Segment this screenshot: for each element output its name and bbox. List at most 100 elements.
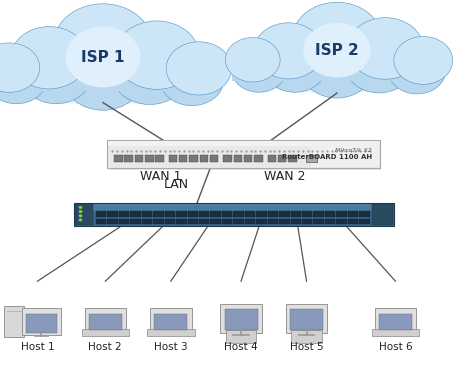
FancyBboxPatch shape xyxy=(234,219,244,224)
FancyBboxPatch shape xyxy=(302,219,313,224)
FancyBboxPatch shape xyxy=(290,309,323,331)
Circle shape xyxy=(112,44,187,105)
FancyBboxPatch shape xyxy=(130,219,141,224)
FancyBboxPatch shape xyxy=(75,204,393,211)
Circle shape xyxy=(115,21,199,89)
FancyBboxPatch shape xyxy=(119,219,129,224)
FancyBboxPatch shape xyxy=(223,155,232,162)
FancyBboxPatch shape xyxy=(336,211,347,217)
FancyBboxPatch shape xyxy=(291,219,301,224)
FancyBboxPatch shape xyxy=(153,219,164,224)
Circle shape xyxy=(226,38,280,82)
FancyBboxPatch shape xyxy=(199,219,210,224)
FancyBboxPatch shape xyxy=(314,219,324,224)
FancyBboxPatch shape xyxy=(85,308,126,333)
FancyBboxPatch shape xyxy=(226,330,256,344)
FancyBboxPatch shape xyxy=(211,211,221,217)
Text: ISP 1: ISP 1 xyxy=(81,50,124,65)
Circle shape xyxy=(345,38,413,93)
FancyBboxPatch shape xyxy=(291,211,301,217)
Circle shape xyxy=(79,218,82,222)
FancyBboxPatch shape xyxy=(244,155,252,162)
FancyBboxPatch shape xyxy=(75,204,93,225)
FancyBboxPatch shape xyxy=(372,329,419,336)
Text: WAN 2: WAN 2 xyxy=(264,170,306,183)
FancyBboxPatch shape xyxy=(222,219,233,224)
FancyBboxPatch shape xyxy=(135,155,143,162)
FancyBboxPatch shape xyxy=(176,219,187,224)
FancyBboxPatch shape xyxy=(150,308,191,333)
FancyBboxPatch shape xyxy=(375,308,416,333)
FancyBboxPatch shape xyxy=(348,219,358,224)
FancyBboxPatch shape xyxy=(96,219,106,224)
Circle shape xyxy=(21,47,91,104)
FancyBboxPatch shape xyxy=(165,219,175,224)
FancyBboxPatch shape xyxy=(154,314,187,331)
Text: Host 5: Host 5 xyxy=(290,342,323,352)
Circle shape xyxy=(54,4,152,84)
Circle shape xyxy=(11,27,88,89)
FancyBboxPatch shape xyxy=(268,219,278,224)
FancyBboxPatch shape xyxy=(222,211,233,217)
FancyBboxPatch shape xyxy=(268,155,276,162)
Text: Host 6: Host 6 xyxy=(379,342,412,352)
Text: MikroTik X2: MikroTik X2 xyxy=(335,147,372,153)
FancyBboxPatch shape xyxy=(302,211,313,217)
Circle shape xyxy=(63,46,143,110)
FancyBboxPatch shape xyxy=(124,155,133,162)
FancyBboxPatch shape xyxy=(153,211,164,217)
Circle shape xyxy=(232,48,286,92)
FancyBboxPatch shape xyxy=(359,219,370,224)
Circle shape xyxy=(0,54,47,104)
Text: LAN: LAN xyxy=(164,178,189,191)
FancyBboxPatch shape xyxy=(288,155,297,162)
FancyBboxPatch shape xyxy=(74,204,394,226)
FancyBboxPatch shape xyxy=(359,211,370,217)
FancyBboxPatch shape xyxy=(26,314,57,332)
FancyBboxPatch shape xyxy=(142,219,152,224)
Circle shape xyxy=(388,48,446,94)
FancyBboxPatch shape xyxy=(165,211,175,217)
FancyBboxPatch shape xyxy=(256,211,267,217)
Circle shape xyxy=(66,27,140,87)
FancyBboxPatch shape xyxy=(286,304,327,333)
FancyBboxPatch shape xyxy=(108,141,379,146)
Circle shape xyxy=(293,2,381,74)
FancyBboxPatch shape xyxy=(232,64,442,81)
FancyBboxPatch shape xyxy=(114,155,123,162)
FancyBboxPatch shape xyxy=(145,155,154,162)
Circle shape xyxy=(394,36,453,84)
FancyBboxPatch shape xyxy=(107,211,118,217)
FancyBboxPatch shape xyxy=(279,211,290,217)
FancyBboxPatch shape xyxy=(77,221,395,227)
FancyBboxPatch shape xyxy=(234,155,242,162)
FancyBboxPatch shape xyxy=(268,211,278,217)
FancyBboxPatch shape xyxy=(306,155,316,162)
FancyBboxPatch shape xyxy=(210,155,219,162)
FancyBboxPatch shape xyxy=(110,162,381,170)
FancyBboxPatch shape xyxy=(142,211,152,217)
Text: Host 4: Host 4 xyxy=(224,342,258,352)
FancyBboxPatch shape xyxy=(325,211,336,217)
FancyBboxPatch shape xyxy=(245,211,255,217)
FancyBboxPatch shape xyxy=(220,304,262,333)
FancyBboxPatch shape xyxy=(234,211,244,217)
FancyBboxPatch shape xyxy=(199,211,210,217)
FancyBboxPatch shape xyxy=(348,211,358,217)
Circle shape xyxy=(0,43,40,92)
FancyBboxPatch shape xyxy=(89,314,122,331)
FancyBboxPatch shape xyxy=(169,155,177,162)
FancyBboxPatch shape xyxy=(179,155,188,162)
Circle shape xyxy=(160,54,224,106)
FancyBboxPatch shape xyxy=(314,211,324,217)
FancyBboxPatch shape xyxy=(130,211,141,217)
Ellipse shape xyxy=(274,79,400,93)
FancyBboxPatch shape xyxy=(278,155,286,162)
FancyBboxPatch shape xyxy=(279,219,290,224)
FancyBboxPatch shape xyxy=(379,314,412,331)
Text: Host 3: Host 3 xyxy=(154,342,188,352)
FancyBboxPatch shape xyxy=(96,211,106,217)
FancyBboxPatch shape xyxy=(245,219,255,224)
FancyBboxPatch shape xyxy=(200,155,208,162)
Ellipse shape xyxy=(33,89,173,105)
